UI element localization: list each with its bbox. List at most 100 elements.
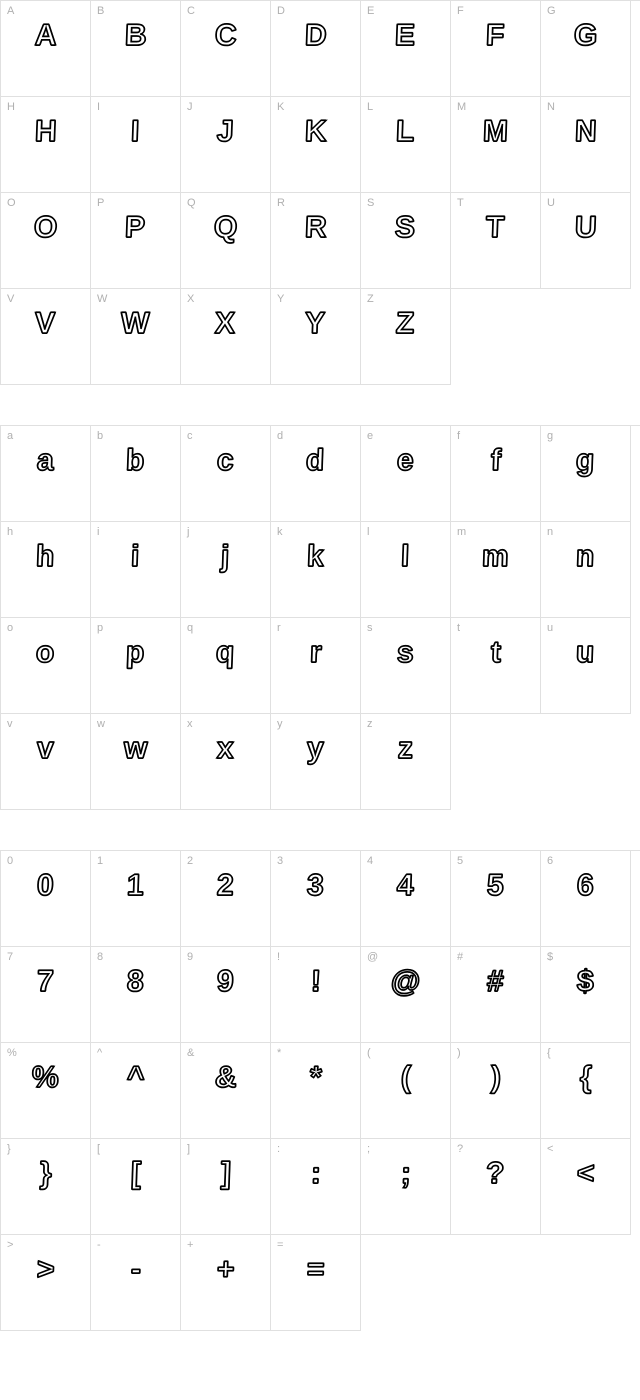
glyph-cell: >> xyxy=(1,1235,91,1331)
glyph-cell: LL xyxy=(361,97,451,193)
glyph-cell: ZZ xyxy=(361,289,451,385)
glyph-display: s xyxy=(397,636,415,670)
glyph-display: B xyxy=(124,19,147,53)
glyph-display: [ xyxy=(130,1157,141,1191)
key-label: e xyxy=(367,430,373,442)
glyph-display: P xyxy=(125,211,146,245)
key-label: % xyxy=(7,1047,17,1059)
key-label: : xyxy=(277,1143,280,1155)
glyph-display: j xyxy=(221,540,231,574)
glyph-display: n xyxy=(576,540,596,574)
glyph-display: I xyxy=(131,115,141,149)
glyph-display: U xyxy=(574,211,597,245)
key-label: 6 xyxy=(547,855,553,867)
key-label: Q xyxy=(187,197,196,209)
glyph-cell: 44 xyxy=(361,851,451,947)
key-label: W xyxy=(97,293,107,305)
key-label: { xyxy=(547,1047,551,1059)
glyph-display: A xyxy=(34,19,57,53)
key-label: a xyxy=(7,430,13,442)
glyph-display: g xyxy=(576,444,596,478)
glyph-cell: JJ xyxy=(181,97,271,193)
key-label: k xyxy=(277,526,283,538)
key-label: K xyxy=(277,101,284,113)
glyph-display: l xyxy=(401,540,411,574)
glyph-display: ) xyxy=(490,1061,501,1095)
glyph-display: H xyxy=(34,115,57,149)
symbols-grid: 00112233445566778899!!@@##$$%%^^&&**(())… xyxy=(0,850,640,1331)
key-label: > xyxy=(7,1239,13,1251)
glyph-display: i xyxy=(131,540,141,574)
glyph-cell: pp xyxy=(91,618,181,714)
glyph-display: O xyxy=(33,211,58,245)
glyph-display: d xyxy=(306,444,326,478)
glyph-cell: 66 xyxy=(541,851,631,947)
key-label: R xyxy=(277,197,285,209)
key-label: n xyxy=(547,526,553,538)
glyph-cell: 55 xyxy=(451,851,541,947)
glyph-display: 0 xyxy=(37,869,55,903)
glyph-cell: CC xyxy=(181,1,271,97)
key-label: & xyxy=(187,1047,194,1059)
glyph-display: x xyxy=(217,732,235,766)
glyph-cell: AA xyxy=(1,1,91,97)
key-label: l xyxy=(367,526,369,538)
glyph-cell: XX xyxy=(181,289,271,385)
glyph-display: e xyxy=(397,444,415,478)
glyph-display: & xyxy=(214,1061,237,1095)
glyph-cell: ll xyxy=(361,522,451,618)
key-label: ^ xyxy=(97,1047,102,1059)
glyph-display: : xyxy=(310,1157,321,1191)
glyph-cell: zz xyxy=(361,714,451,810)
glyph-cell: OO xyxy=(1,193,91,289)
uppercase-grid: AABBCCDDEEFFGGHHIIJJKKLLMMNNOOPPQQRRSSTT… xyxy=(0,0,640,385)
glyph-cell: ++ xyxy=(181,1235,271,1331)
glyph-cell: aa xyxy=(1,426,91,522)
key-label: L xyxy=(367,101,373,113)
glyph-display: w xyxy=(123,732,148,766)
key-label: < xyxy=(547,1143,553,1155)
glyph-cell: ## xyxy=(451,947,541,1043)
key-label: + xyxy=(187,1239,193,1251)
glyph-cell: gg xyxy=(541,426,631,522)
glyph-cell: oo xyxy=(1,618,91,714)
glyph-display: T xyxy=(486,211,506,245)
key-label: ] xyxy=(187,1143,190,1155)
glyph-display: F xyxy=(486,19,506,53)
glyph-display: = xyxy=(306,1253,325,1287)
glyph-display: * xyxy=(309,1061,322,1095)
glyph-display: X xyxy=(215,307,236,341)
glyph-cell: yy xyxy=(271,714,361,810)
key-label: @ xyxy=(367,951,378,963)
glyph-display: V xyxy=(35,307,56,341)
glyph-display: M xyxy=(482,115,508,149)
glyph-cell: ss xyxy=(361,618,451,714)
glyph-display: ! xyxy=(310,965,321,999)
key-label: Y xyxy=(277,293,284,305)
key-label: o xyxy=(7,622,13,634)
glyph-display: ^ xyxy=(126,1061,145,1095)
glyph-cell: ee xyxy=(361,426,451,522)
key-label: 3 xyxy=(277,855,283,867)
glyph-cell: !! xyxy=(271,947,361,1043)
glyph-display: 7 xyxy=(37,965,55,999)
glyph-cell: ]] xyxy=(181,1139,271,1235)
glyph-cell: KK xyxy=(271,97,361,193)
glyph-display: z xyxy=(397,732,413,766)
key-label: J xyxy=(187,101,193,113)
key-label: O xyxy=(7,197,16,209)
key-label: M xyxy=(457,101,466,113)
key-label: G xyxy=(547,5,556,17)
glyph-cell: jj xyxy=(181,522,271,618)
glyph-display: 9 xyxy=(217,965,235,999)
key-label: ( xyxy=(367,1047,371,1059)
glyph-cell: RR xyxy=(271,193,361,289)
glyph-cell: YY xyxy=(271,289,361,385)
key-label: q xyxy=(187,622,193,634)
glyph-cell: 77 xyxy=(1,947,91,1043)
glyph-cell: {{ xyxy=(541,1043,631,1139)
glyph-cell: SS xyxy=(361,193,451,289)
glyph-cell: ^^ xyxy=(91,1043,181,1139)
glyph-display: a xyxy=(37,444,55,478)
glyph-cell: WW xyxy=(91,289,181,385)
